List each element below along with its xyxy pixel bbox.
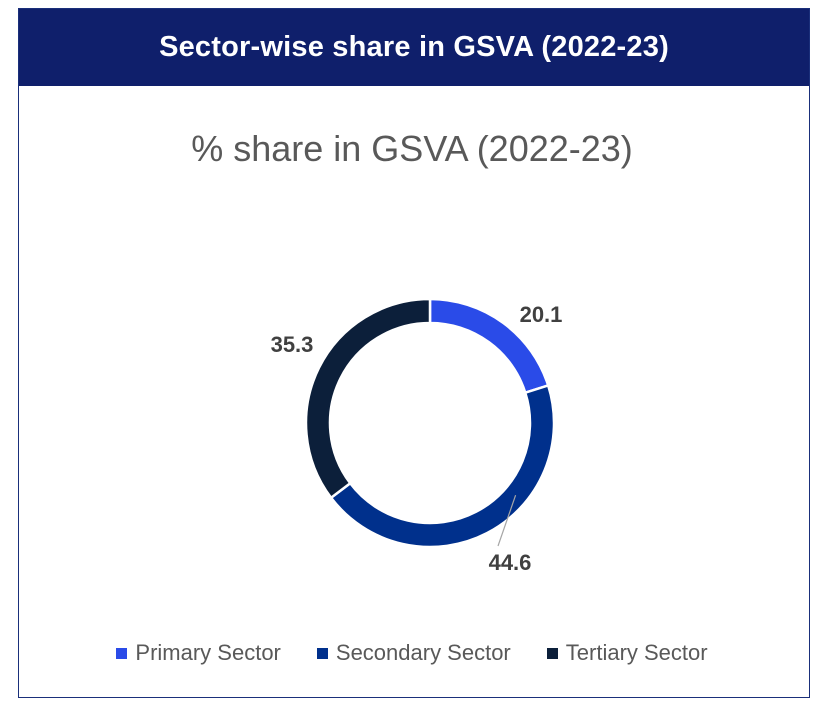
legend-item-tertiary-sector: Tertiary Sector	[546, 640, 708, 666]
header-title: Sector-wise share in GSVA (2022-23)	[159, 31, 669, 63]
data-label-tertiary-sector: 35.3	[271, 332, 314, 357]
data-label-primary-sector: 20.1	[520, 302, 563, 327]
donut-slice-secondary-sector	[329, 383, 556, 549]
legend-label: Secondary Sector	[335, 640, 511, 665]
chart-title: % share in GSVA (2022-23)	[191, 128, 633, 169]
legend-label: Tertiary Sector	[565, 640, 708, 665]
header-bar: Sector-wise share in GSVA (2022-23)	[19, 9, 809, 86]
donut-slice-tertiary-sector	[304, 297, 432, 500]
legend-swatch	[546, 647, 558, 659]
chart-panel: Sector-wise share in GSVA (2022-23)	[18, 8, 810, 698]
legend-item-secondary-sector: Secondary Sector	[316, 640, 511, 666]
legend: Primary Sector Secondary Sector Tertiary S…	[0, 640, 824, 666]
legend-swatch	[316, 647, 328, 659]
leader-line-secondary	[497, 495, 517, 547]
legend-swatch	[116, 647, 128, 659]
data-label-secondary-sector: 44.6	[489, 550, 532, 575]
legend-label: Primary Sector	[135, 640, 281, 665]
legend-item-primary-sector: Primary Sector	[116, 640, 281, 666]
